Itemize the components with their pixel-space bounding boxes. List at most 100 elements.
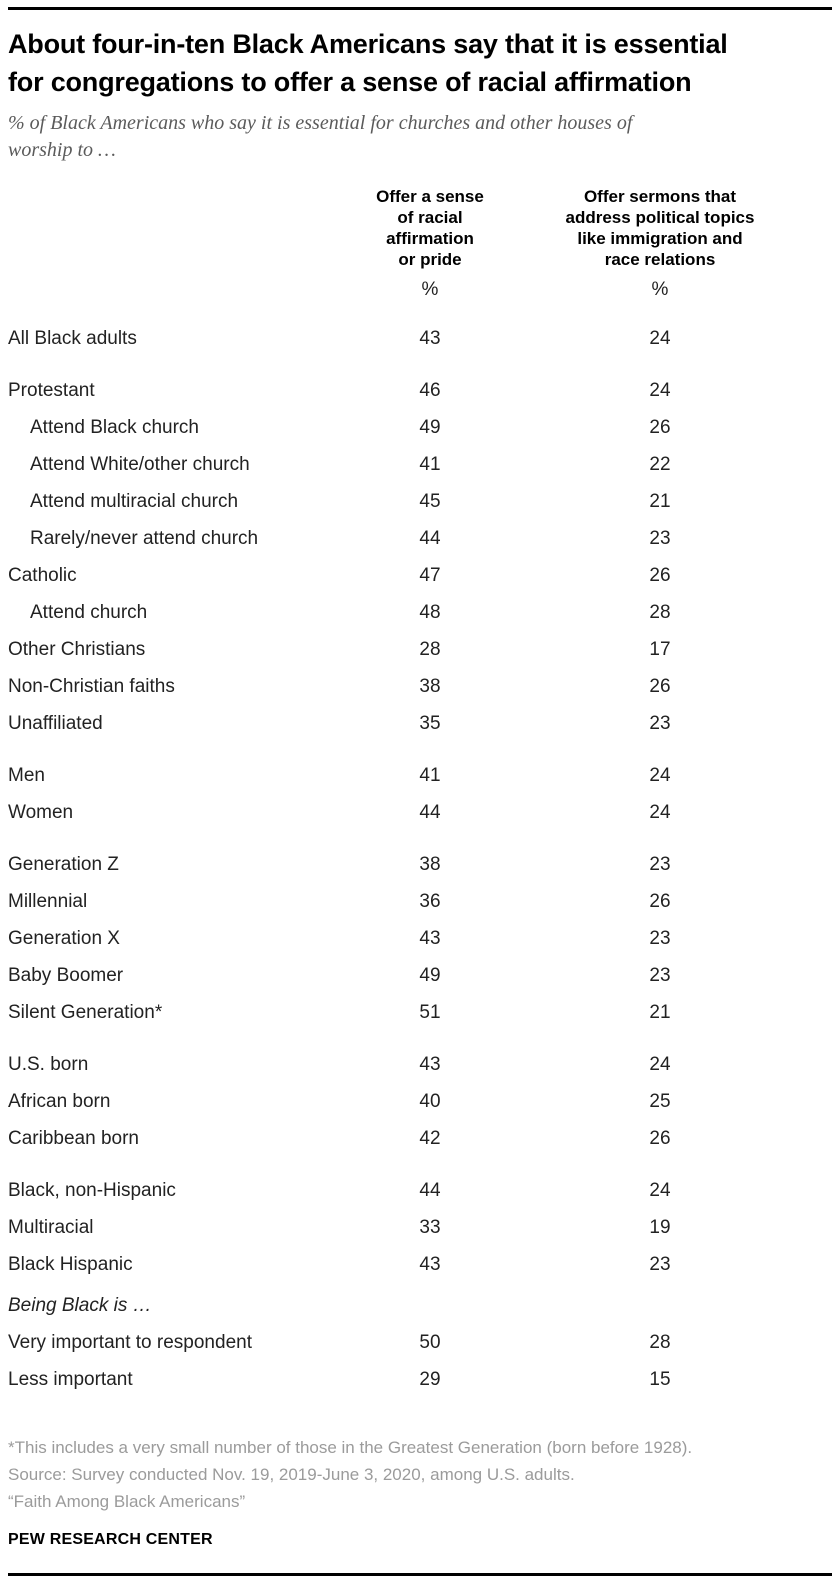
table-row: Black Hispanic 43 23 [8,1246,832,1283]
row-value-affirmation: 43 [419,1053,441,1075]
row-value-affirmation: 51 [419,1001,441,1023]
page-title: About four-in-ten Black Americans say th… [8,29,728,97]
row-label: Attend multiracial church [30,490,239,512]
row-value-affirmation: 43 [419,1253,441,1275]
row-label: Baby Boomer [8,964,124,986]
row-value-sermons: 28 [649,1331,671,1353]
row-label: Black, non-Hispanic [8,1179,176,1201]
row-label: Rarely/never attend church [30,527,259,549]
row-value-affirmation: 28 [419,638,441,660]
row-value-sermons: 26 [649,675,671,697]
row-label: African born [8,1090,111,1112]
row-value-sermons: 28 [649,601,671,623]
table-row: Rarely/never attend church 44 23 [8,520,832,557]
table-row: Women 44 24 [8,794,832,831]
row-label: Protestant [8,379,95,401]
column-header-affirmation: Offer a sense of racial affirmation or p… [376,187,484,269]
unit-percent-col2: % [651,279,669,300]
table-row: All Black adults 43 24 [8,320,832,357]
row-value-affirmation: 40 [419,1090,441,1112]
row-value-affirmation: 43 [419,927,441,949]
row-label: Attend White/other church [30,453,250,475]
row-value-affirmation: 33 [419,1216,441,1238]
row-value-sermons: 25 [649,1090,671,1112]
row-label: Silent Generation* [8,1001,163,1023]
top-rule [8,7,832,10]
row-value-sermons: 23 [649,712,671,734]
table-row: Generation Z 38 23 [8,846,832,883]
row-value-sermons: 23 [649,527,671,549]
row-value-sermons: 22 [649,453,671,475]
table-body: All Black adults 43 24 Protestant 46 24 Attend… [8,320,832,1398]
row-label: Millennial [8,890,88,912]
row-label: Attend church [30,601,148,623]
row-value-sermons: 26 [649,890,671,912]
row-value-sermons: 23 [649,927,671,949]
row-value-affirmation: 46 [419,379,441,401]
page-subtitle: % of Black Americans who say it is essen… [8,112,633,161]
row-value-affirmation: 36 [419,890,441,912]
row-value-affirmation: 47 [419,564,441,586]
table-row: Baby Boomer 49 23 [8,957,832,994]
table-row: Attend White/other church 41 22 [8,446,832,483]
row-value-affirmation: 45 [419,490,441,512]
row-value-affirmation: 50 [419,1331,441,1353]
row-value-sermons: 21 [649,1001,671,1023]
row-value-sermons: 19 [649,1216,671,1238]
row-label: Black Hispanic [8,1253,133,1275]
row-label: Less important [8,1368,133,1390]
row-label: Being Black is … [8,1294,152,1316]
row-value-affirmation: 35 [419,712,441,734]
row-label: Attend Black church [30,416,199,438]
row-label: Very important to respondent [8,1331,252,1353]
table-row: Caribbean born 42 26 [8,1120,832,1157]
row-value-affirmation: 44 [419,1179,441,1201]
row-value-sermons: 26 [649,1127,671,1149]
table-row: Other Christians 28 17 [8,631,832,668]
row-value-affirmation: 41 [419,453,441,475]
row-value-sermons: 26 [649,416,671,438]
row-value-sermons: 24 [649,801,671,823]
row-value-affirmation: 42 [419,1127,441,1149]
row-label: Generation Z [8,853,119,875]
brand-pew-research-center: PEW RESEARCH CENTER [8,1531,213,1548]
row-label: Catholic [8,564,77,586]
table-row: U.S. born 43 24 [8,1046,832,1083]
row-value-affirmation: 49 [419,416,441,438]
row-value-affirmation: 43 [419,327,441,349]
table-row: Attend Black church 49 26 [8,409,832,446]
row-label: U.S. born [8,1053,89,1075]
unit-percent-col1: % [421,279,439,300]
row-label: Other Christians [8,638,146,660]
row-label: Unaffiliated [8,712,103,734]
row-value-sermons: 17 [649,638,671,660]
column-header-sermons: Offer sermons that address political top… [565,187,755,269]
table-row: Generation X 43 23 [8,920,832,957]
table-row: Men 41 24 [8,757,832,794]
table-row: Catholic 47 26 [8,557,832,594]
row-value-affirmation: 44 [419,801,441,823]
footnote-source: Source: Survey conducted Nov. 19, 2019-J… [8,1465,575,1484]
table-header: Offer a sense of racial affirmation or p… [8,186,832,270]
row-value-sermons: 24 [649,1053,671,1075]
table-row: Silent Generation* 51 21 [8,994,832,1031]
table-row: Attend church 48 28 [8,594,832,631]
row-label: Non-Christian faiths [8,675,175,697]
table-row: Black, non-Hispanic 44 24 [8,1172,832,1209]
row-value-sermons: 24 [649,1179,671,1201]
row-value-sermons: 15 [649,1368,671,1390]
table-row: Protestant 46 24 [8,372,832,409]
row-value-sermons: 21 [649,490,671,512]
row-value-affirmation: 41 [419,764,441,786]
row-value-sermons: 26 [649,564,671,586]
table-row: Non-Christian faiths 38 26 [8,668,832,705]
row-value-affirmation: 29 [419,1368,441,1390]
table-row: Unaffiliated 35 23 [8,705,832,742]
table-row: Millennial 36 26 [8,883,832,920]
footnotes: *This includes a very small number of th… [8,1434,832,1515]
row-value-sermons: 24 [649,379,671,401]
row-label: Women [8,801,74,823]
row-value-sermons: 23 [649,964,671,986]
row-value-sermons: 24 [649,327,671,349]
